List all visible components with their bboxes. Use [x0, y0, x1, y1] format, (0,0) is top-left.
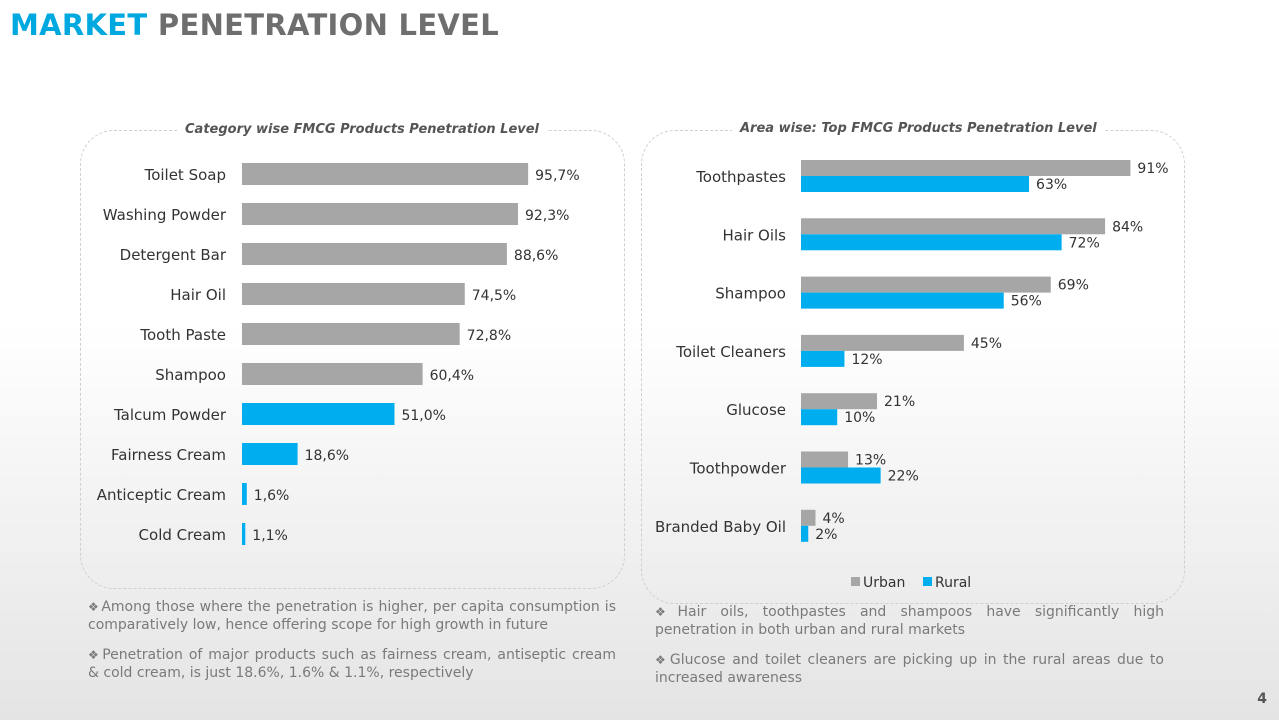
diamond-bullet-icon: ❖ [88, 600, 100, 614]
rural-bar [801, 292, 1004, 309]
urban-value-label: 91% [1137, 161, 1168, 177]
urban-value-label: 45% [971, 336, 1002, 352]
category-label: Tooth Paste [139, 326, 226, 344]
category-bar [242, 483, 247, 505]
rural-value-label: 63% [1036, 177, 1067, 193]
category-label: Detergent Bar [120, 246, 227, 264]
category-label: Fairness Cream [111, 446, 226, 464]
rural-bar [801, 234, 1062, 251]
category-label: Washing Powder [103, 206, 227, 224]
rural-value-label: 2% [815, 527, 837, 543]
category-value-label: 1,1% [252, 528, 288, 544]
rural-bar [801, 525, 809, 542]
category-label: Toilet Soap [144, 166, 226, 184]
urban-value-label: 84% [1112, 219, 1143, 235]
urban-bar [801, 451, 849, 468]
page-number: 4 [1257, 691, 1267, 707]
urban-bar [801, 276, 1051, 293]
category-label: Anticeptic Cream [97, 486, 226, 504]
category-bar [242, 443, 298, 465]
legend-rural-swatch [923, 577, 932, 586]
rural-value-label: 22% [888, 469, 919, 485]
rural-value-label: 12% [851, 352, 882, 368]
diamond-bullet-icon: ❖ [655, 605, 676, 619]
rural-bar [801, 409, 838, 426]
area-category-label: Hair Oils [722, 226, 786, 244]
rural-value-label: 10% [844, 410, 875, 426]
category-bar [242, 283, 465, 305]
legend-urban-swatch [851, 577, 860, 586]
urban-bar [801, 218, 1106, 235]
category-bar [242, 163, 529, 185]
category-value-label: 74,5% [472, 288, 516, 304]
category-label: Shampoo [155, 366, 226, 384]
urban-value-label: 13% [855, 453, 886, 469]
urban-bar [801, 334, 964, 351]
left-note-1: ❖ Among those where the penetration is hi… [88, 599, 616, 633]
urban-bar [801, 509, 816, 526]
rural-value-label: 72% [1069, 235, 1100, 251]
category-value-label: 18,6% [305, 448, 349, 464]
category-value-label: 60,4% [430, 368, 474, 384]
category-bar [242, 403, 395, 425]
page-title: MARKET PENETRATION LEVEL [10, 8, 499, 42]
right-note-1: ❖ Hair oils, toothpastes and shampoos hav… [655, 604, 1164, 638]
left-chart-title: Category wise FMCG Products Penetration … [177, 122, 548, 137]
area-category-label: Glucose [726, 401, 786, 419]
category-bar [242, 363, 423, 385]
rural-value-label: 56% [1011, 294, 1042, 310]
rural-bar [801, 176, 1030, 192]
legend-rural-label: Rural [935, 575, 971, 591]
page-title-rest: PENETRATION LEVEL [157, 8, 500, 42]
area-category-label: Toothpastes [695, 168, 786, 186]
left-note-2: ❖ Penetration of major products such as f… [88, 647, 616, 681]
category-bar [242, 243, 507, 265]
urban-value-label: 69% [1058, 278, 1089, 294]
left-notes: ❖ Among those where the penetration is hi… [88, 598, 616, 694]
diamond-bullet-icon: ❖ [88, 648, 101, 662]
category-label: Cold Cream [139, 526, 226, 544]
urban-bar [801, 393, 878, 410]
area-category-label: Branded Baby Oil [655, 518, 786, 536]
page-title-highlight: MARKET [10, 8, 148, 42]
rural-bar [801, 467, 881, 484]
area-category-label: Toothpowder [689, 460, 787, 478]
category-label: Talcum Powder [113, 406, 227, 424]
right-chart-title: Area wise: Top FMCG Products Penetration… [732, 121, 1105, 136]
category-bar [242, 203, 518, 225]
category-bar [242, 323, 460, 345]
category-bar [242, 523, 246, 545]
urban-value-label: 21% [884, 394, 915, 410]
urban-bar [801, 160, 1131, 176]
category-label: Hair Oil [170, 286, 226, 304]
area-category-label: Toilet Cleaners [675, 343, 786, 361]
rural-bar [801, 350, 845, 367]
category-value-label: 72,8% [467, 328, 511, 344]
right-notes: ❖ Hair oils, toothpastes and shampoos hav… [655, 603, 1164, 699]
category-value-label: 95,7% [535, 168, 579, 184]
category-value-label: 88,6% [514, 248, 558, 264]
urban-value-label: 4% [822, 511, 844, 527]
legend-urban-label: Urban [863, 575, 905, 591]
area-category-label: Shampoo [715, 285, 786, 303]
category-value-label: 92,3% [525, 208, 569, 224]
category-value-label: 1,6% [254, 488, 290, 504]
diamond-bullet-icon: ❖ [655, 653, 668, 667]
right-note-2: ❖ Glucose and toilet cleaners are picking… [655, 652, 1164, 686]
category-value-label: 51,0% [401, 408, 445, 424]
